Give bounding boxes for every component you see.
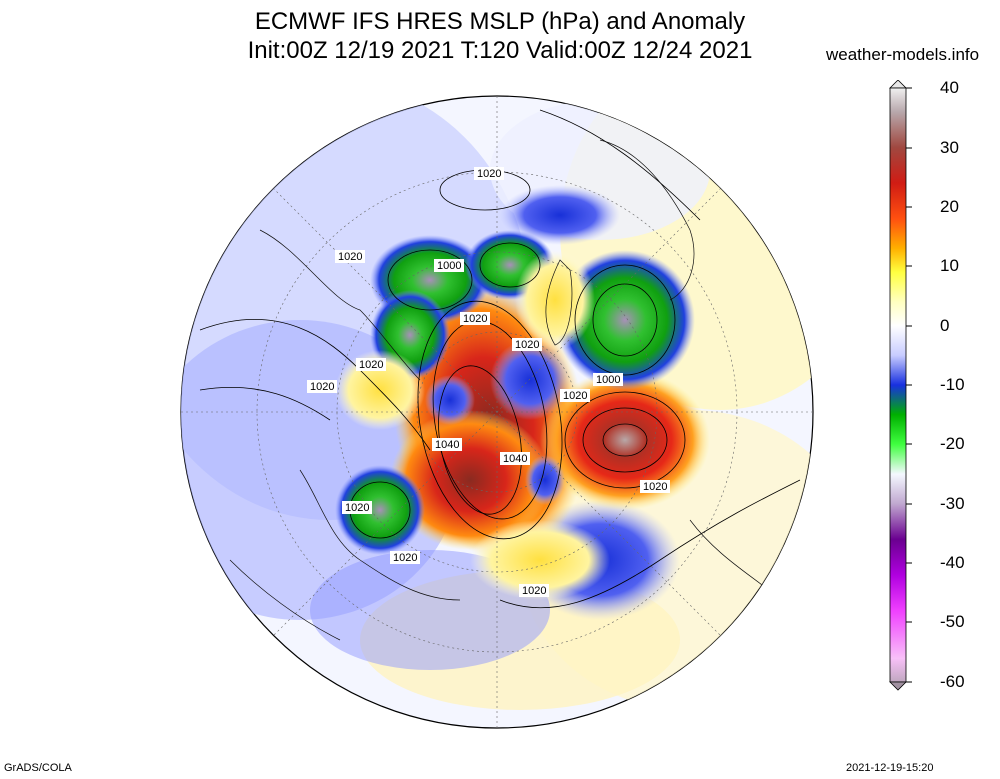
- contour-label: 1020: [338, 251, 362, 263]
- contour-label: 1020: [345, 502, 369, 514]
- colorbar-tick: 0: [940, 316, 950, 335]
- site-credit: weather-models.info: [826, 45, 980, 64]
- colorbar-tick: -40: [940, 553, 965, 572]
- contour-label: 1020: [393, 552, 417, 564]
- colorbar-tick: -20: [940, 434, 965, 453]
- contour-label: 1020: [515, 339, 539, 351]
- contour-label: 1020: [522, 585, 546, 597]
- colorbar-tick: -30: [940, 494, 965, 513]
- footer-software: GrADS/COLA: [4, 762, 72, 774]
- contour-label: 1000: [437, 260, 461, 272]
- contour-label: 1020: [359, 359, 383, 371]
- colorbar-tick: 20: [940, 197, 959, 216]
- footer-timestamp: 2021-12-19-15:20: [846, 762, 934, 774]
- contour-label: 1040: [435, 439, 459, 451]
- contour-label: 1020: [463, 313, 487, 325]
- colorbar-tick: -60: [940, 672, 965, 691]
- contour-label: 1020: [643, 481, 667, 493]
- chart-title-line2: Init:00Z 12/19 2021 T:120 Valid:00Z 12/2…: [247, 37, 753, 64]
- contour-label: 1020: [563, 390, 587, 402]
- contour-label: 1040: [503, 453, 527, 465]
- polar-map: 1020 1000 1020 1020 1020 1020 1020 1040 …: [180, 95, 814, 729]
- contour-label: 1020: [477, 168, 501, 180]
- colorbar: [889, 80, 912, 691]
- colorbar-tick: 10: [940, 256, 959, 275]
- contour-label: 1020: [310, 381, 334, 393]
- colorbar-tick: 30: [940, 138, 959, 157]
- colorbar-tick: 40: [940, 78, 959, 97]
- colorbar-tick: -10: [940, 375, 965, 394]
- chart-title-line1: ECMWF IFS HRES MSLP (hPa) and Anomaly: [254, 8, 746, 35]
- colorbar-tick: -50: [940, 612, 965, 631]
- contour-label: 1000: [596, 374, 620, 386]
